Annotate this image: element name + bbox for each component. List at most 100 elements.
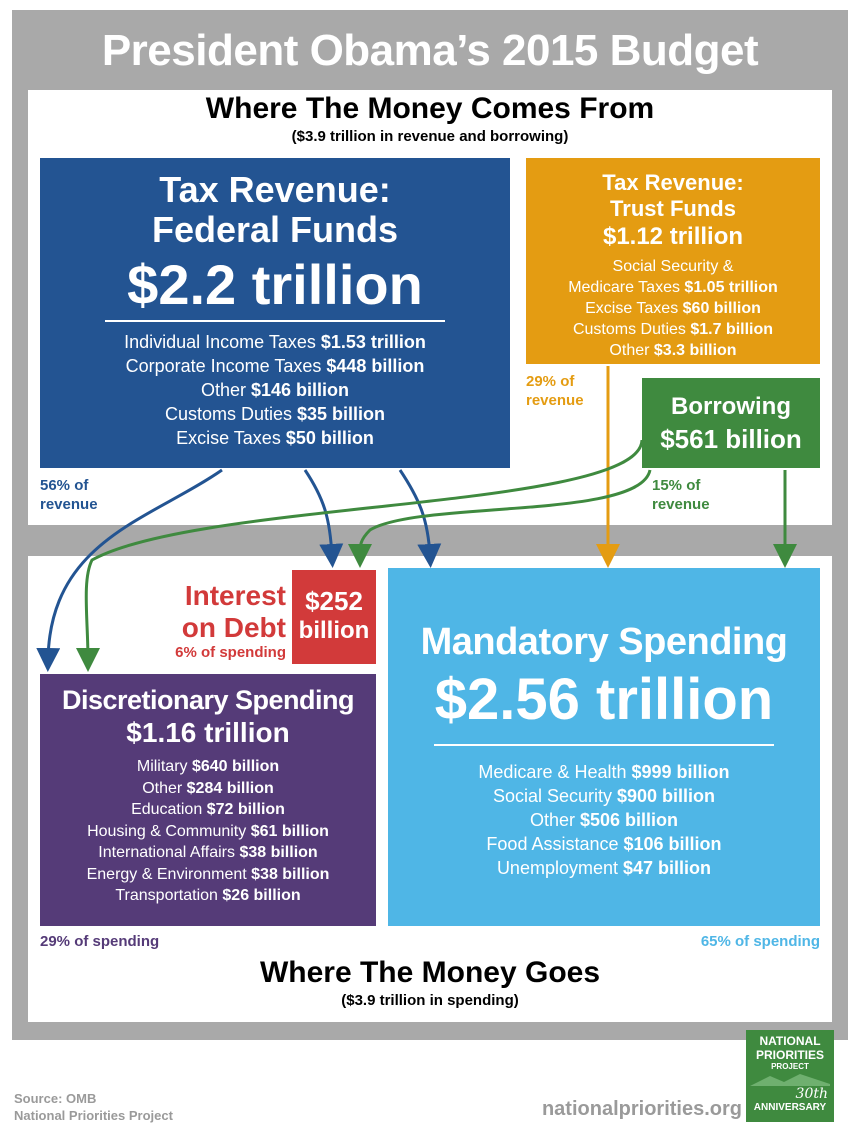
item-value: $1.7 billion (690, 321, 774, 338)
interest-pct: 6% of spending (175, 644, 286, 661)
discretionary-pct: 29% of spending (40, 933, 160, 950)
npp-logo: NATIONAL PRIORITIES PROJECT 30th ANNIVER… (746, 1030, 834, 1122)
item-row: Unemployment $47 billion (388, 856, 820, 880)
item-value: $38 billion (251, 865, 330, 883)
arrow-federal-to-mandatory (398, 469, 442, 568)
logo-30th: 30th (795, 1086, 828, 1102)
trust-funds-box: Tax Revenue: Trust Funds $1.12 trillion … (526, 158, 820, 364)
item-row: Other $146 billion (40, 378, 510, 402)
item-value: $106 billion (623, 834, 722, 854)
discretionary-box: Discretionary Spending $1.16 trillion Mi… (40, 674, 376, 926)
item-value: $146 billion (251, 380, 350, 400)
federal-funds-items: Individual Income Taxes $1.53 trillion Co… (40, 330, 510, 450)
item-label: Education (131, 801, 203, 818)
mandatory-divider (434, 744, 774, 746)
item-row: Education $72 billion (40, 799, 376, 821)
interest-label-line1: Interest (184, 580, 286, 611)
federal-funds-pct: 56% of revenue (40, 476, 98, 514)
borrowing-amount: $561 billion (660, 424, 802, 454)
item-value: $60 billion (682, 300, 761, 317)
federal-funds-amount: $2.2 trillion (127, 253, 423, 316)
item-row: Housing & Community $61 billion (40, 821, 376, 843)
trust-funds-items: Social Security & Medicare Taxes $1.05 tr… (526, 256, 820, 361)
logo-line1: NATIONAL (759, 1034, 821, 1048)
item-row: Customs Duties $35 billion (40, 402, 510, 426)
item-label: Corporate Income Taxes (125, 356, 322, 376)
revenue-heading: Where The Money Comes From (205, 92, 655, 125)
item-label: Customs Duties (572, 321, 686, 338)
item-value: $1.05 trillion (684, 279, 778, 296)
logo-line3: PROJECT (771, 1062, 809, 1071)
item-value: $35 billion (297, 404, 386, 424)
item-value: $38 billion (239, 844, 318, 861)
mandatory-pct: 65% of spending (700, 933, 820, 950)
mandatory-box: Mandatory Spending $2.56 trillion Medica… (388, 568, 820, 926)
federal-funds-divider (105, 320, 445, 322)
item-row: Individual Income Taxes $1.53 trillion (40, 330, 510, 354)
federal-funds-pct-line1: 56% of (40, 477, 89, 494)
mandatory-amount: $2.56 trillion (434, 667, 774, 732)
item-label: Social Security (492, 786, 612, 806)
discretionary-items: Military $640 billion Other $284 billion E… (40, 756, 376, 907)
federal-funds-title2: Federal Funds (151, 209, 399, 250)
item-row: Corporate Income Taxes $448 billion (40, 354, 510, 378)
item-row: Food Assistance $106 billion (388, 832, 820, 856)
trust-funds-pct-line1: 29% of (526, 373, 575, 390)
borrowing-pct-line2: revenue (652, 496, 710, 513)
item-label: Other (529, 810, 575, 830)
arrow-borrowing-to-interest (348, 469, 652, 568)
logo-line2: PRIORITIES (755, 1048, 824, 1062)
mandatory-title: Mandatory Spending (420, 621, 788, 663)
federal-funds-pct-line2: revenue (40, 496, 98, 513)
item-value: $640 billion (191, 758, 280, 775)
item-row: Other $506 billion (388, 808, 820, 832)
item-row: Excise Taxes $60 billion (526, 298, 820, 319)
trust-funds-pct: 29% of revenue (526, 372, 584, 410)
interest-label: Interest on Debt (150, 580, 286, 644)
spending-subheading: ($3.9 trillion in spending) (341, 992, 519, 1009)
item-row: Other $284 billion (40, 778, 376, 800)
item-row: Social Security $900 billion (388, 784, 820, 808)
item-row: Customs Duties $1.7 billion (526, 319, 820, 340)
arrow-borrowing-to-discretionary (75, 439, 644, 672)
item-label: Energy & Environment (86, 865, 247, 883)
item-label: Medicare & Health (478, 762, 627, 782)
item-label: Unemployment (496, 858, 618, 878)
item-label: Other (142, 779, 183, 797)
item-value: $448 billion (326, 356, 425, 376)
item-value: $900 billion (617, 786, 716, 806)
item-row: Other $3.3 billion (526, 340, 820, 361)
item-label: Transportation (115, 887, 218, 904)
spending-heading: Where The Money Goes (259, 956, 601, 989)
item-value: $3.3 billion (653, 342, 737, 359)
item-label: International Affairs (98, 844, 235, 861)
item-label: Customs Duties (164, 404, 292, 424)
interest-box: $252 billion (292, 570, 376, 664)
discretionary-amount: $1.16 trillion (126, 717, 290, 748)
logo-mountain-icon (746, 1072, 834, 1086)
item-row: Military $640 billion (40, 756, 376, 778)
item-value: $61 billion (250, 822, 329, 840)
federal-funds-box: Tax Revenue: Federal Funds $2.2 trillion… (40, 158, 510, 468)
trust-funds-pct-line2: revenue (526, 392, 584, 409)
federal-funds-title1: Tax Revenue: (159, 169, 391, 210)
website-link[interactable]: nationalpriorities.org (541, 1098, 742, 1120)
arrow-federal-to-interest (303, 469, 344, 568)
item-value: $506 billion (580, 810, 679, 830)
item-row: Excise Taxes $50 billion (40, 426, 510, 450)
borrowing-title: Borrowing (671, 393, 791, 420)
item-value: $50 billion (285, 428, 374, 448)
item-label: Social Security & (612, 258, 734, 275)
item-label: Other (200, 380, 246, 400)
mandatory-items: Medicare & Health $999 billion Social Sec… (388, 760, 820, 880)
revenue-subheading: ($3.9 trillion in revenue and borrowing) (291, 128, 569, 145)
item-row: International Affairs $38 billion (40, 842, 376, 864)
borrowing-pct: 15% of revenue (652, 476, 710, 514)
trust-funds-title2: Trust Funds (610, 196, 736, 221)
item-label: Medicare Taxes (568, 279, 680, 296)
item-label: Excise Taxes (585, 300, 679, 317)
item-value: $284 billion (186, 779, 274, 797)
discretionary-title: Discretionary Spending (61, 685, 355, 715)
interest-amount2: billion (298, 617, 370, 644)
